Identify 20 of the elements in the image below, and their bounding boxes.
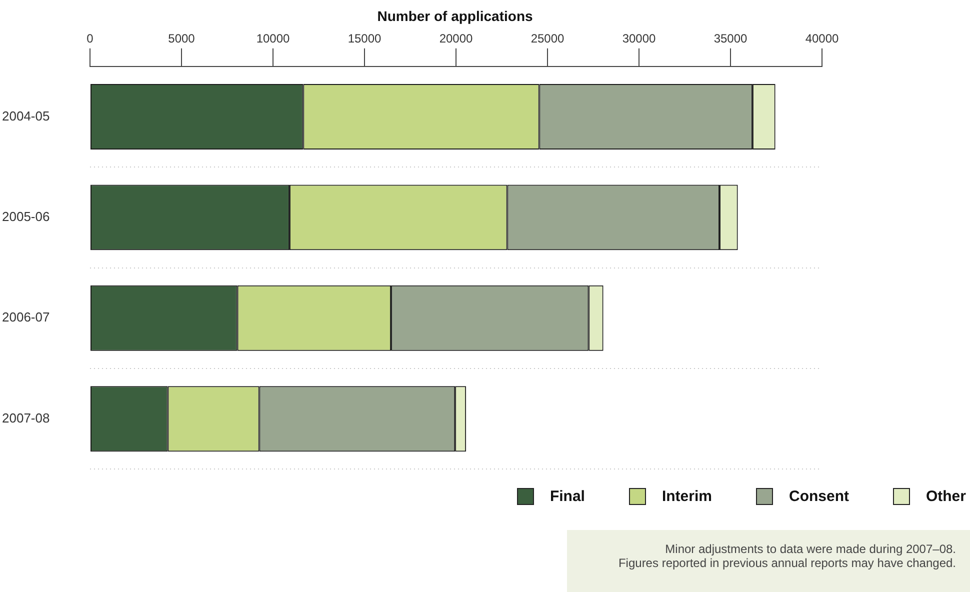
x-tick-label: 5000 [168, 32, 196, 46]
chart-title: Number of applications [376, 8, 534, 24]
x-tick-label: 15000 [348, 32, 382, 46]
y-tick-label: 2005-06 [2, 209, 50, 224]
x-tick-label: 0 [86, 32, 94, 46]
x-tick-label: 10000 [256, 32, 290, 46]
x-tick-label: 40000 [805, 32, 840, 46]
legend-label: Interim [662, 488, 712, 505]
legend-label: Consent [788, 488, 849, 505]
y-tick-label: 2007-08 [2, 410, 50, 426]
x-tick-label: 35000 [714, 32, 748, 46]
x-tick-label: 25000 [530, 32, 565, 46]
x-tick-label: 20000 [439, 32, 474, 46]
y-tick-label: 2004-05 [2, 108, 50, 124]
legend-label: Other [926, 488, 966, 505]
y-tick-label: 2006-07 [2, 310, 50, 325]
x-tick-label: 30000 [622, 32, 656, 46]
text: Minor adjustments to data were made during 2007–08. [664, 542, 956, 556]
text: Figures reported in previous annual reports may have changed. [617, 556, 956, 570]
legend-label: Final [550, 488, 585, 505]
